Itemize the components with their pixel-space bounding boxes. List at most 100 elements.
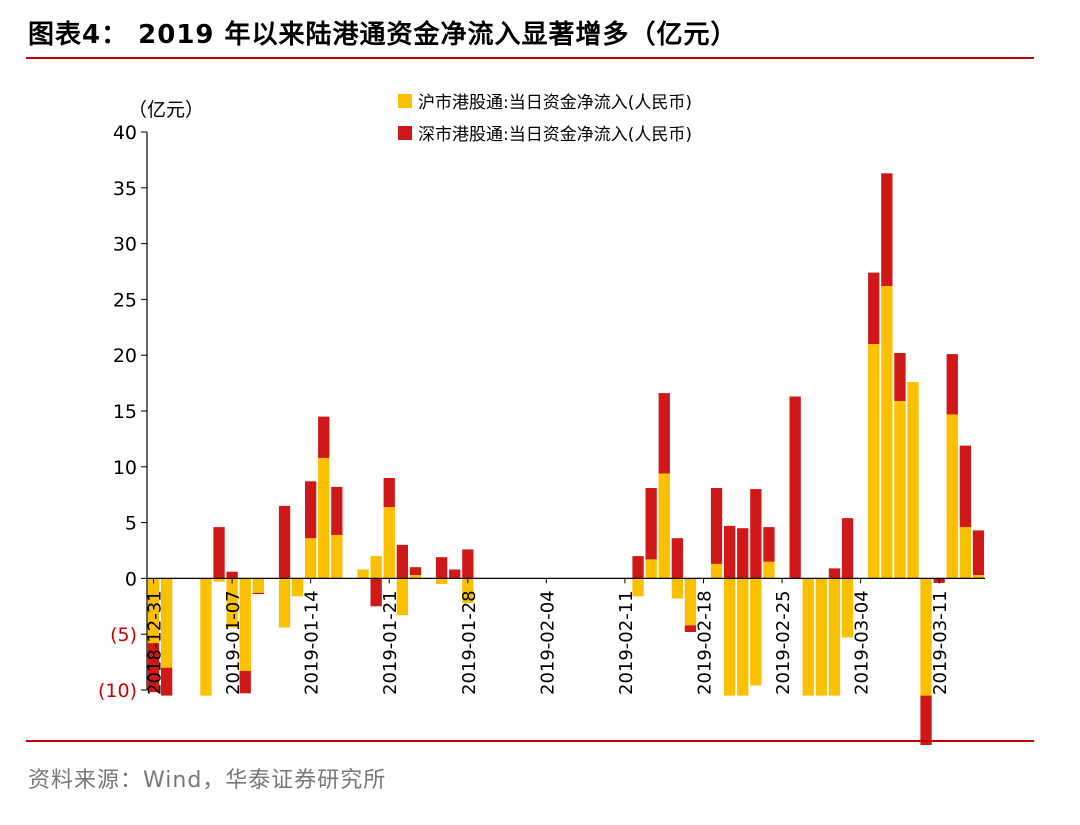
bar-sh-45: [737, 578, 749, 696]
y-axis-unit-label: （亿元）: [128, 99, 204, 121]
y-tick-label: 5: [125, 513, 137, 535]
bar-sz-24: [462, 549, 474, 579]
x-tick-label: 2019-01-28: [459, 590, 480, 695]
bar-sh-16: [357, 569, 369, 579]
bar-sh-18: [383, 507, 395, 579]
bar-sh-46: [750, 578, 762, 686]
bar-sh-11: [291, 578, 304, 597]
bar-sh-24: [462, 578, 474, 603]
x-tick-label: 2018-12-31: [145, 590, 166, 695]
bar-sz-12: [305, 481, 317, 539]
x-tick-label: 2019-02-25: [773, 590, 794, 695]
bar-sh-14: [331, 534, 343, 579]
bar-sz-47: [763, 527, 775, 562]
stacked-bar-chart: 40 35 30 25 20 15 10 5 0 (5) (10) （亿元） 2018-12-31 201…: [98, 93, 985, 745]
bar-sz-13: [318, 416, 330, 458]
bar-sz-37: [632, 556, 644, 579]
x-tick-label: 2019-02-11: [616, 590, 637, 695]
bar-sz-45: [737, 528, 749, 579]
bar-sh-41: [684, 578, 697, 626]
bar-sh-59: [920, 578, 932, 696]
x-tick-label: 2019-03-04: [852, 590, 873, 695]
figure-title: 图表4： 2019 年以来陆港通资金净流入显著增多（亿元）: [28, 20, 738, 50]
bar-sh-19: [396, 578, 408, 616]
bar-sh-5: [213, 578, 225, 582]
y-tick-label: 35: [113, 178, 137, 200]
bar-sz-6: [226, 571, 238, 579]
bar-sz-63: [972, 530, 985, 575]
x-tick-label: 2019-03-11: [930, 590, 951, 695]
legend-swatch-sh: [398, 94, 412, 108]
bar-sh-56: [881, 286, 893, 579]
bar-sh-53: [841, 578, 854, 638]
bar-sh-0: [147, 578, 160, 644]
bar-sh-57: [894, 401, 906, 579]
bar-sh-58: [907, 382, 919, 579]
bar-sz-61: [946, 354, 958, 415]
bar-sh-10: [278, 578, 291, 628]
bar-sh-22: [436, 578, 448, 584]
bar-sh-7: [239, 578, 251, 671]
bar-sh-8: [252, 578, 264, 593]
bar-sh-20: [409, 575, 422, 579]
bar-sh-50: [802, 578, 814, 696]
bar-sh-55: [868, 344, 880, 579]
bar-sz-40: [671, 538, 683, 579]
bar-sz-52: [828, 568, 841, 579]
source-note: 资料来源：Wind，华泰证券研究所: [28, 768, 387, 793]
bar-sh-6: [226, 578, 238, 628]
bar-sz-20: [409, 567, 422, 575]
bar-sz-62: [959, 445, 971, 528]
y-tick-label: (10): [98, 680, 137, 702]
bar-sh-61: [946, 414, 958, 579]
bar-sh-51: [815, 578, 827, 696]
x-tick-label: 2019-01-07: [223, 590, 244, 695]
footer-rule: [26, 740, 1034, 742]
bar-sh-52: [828, 578, 841, 696]
bar-sz-49: [789, 396, 801, 579]
bar-sh-40: [671, 578, 683, 599]
bar-sh-12: [305, 538, 317, 579]
bar-sz-43: [710, 488, 723, 564]
bar-sh-4: [200, 578, 212, 696]
legend-swatch-sz: [398, 126, 412, 140]
bar-sz-19: [396, 544, 408, 579]
bar-sh-37: [632, 578, 644, 597]
y-tick-label: 40: [113, 122, 137, 144]
y-tick-label: 25: [113, 289, 137, 311]
y-tick-label: 30: [113, 234, 137, 256]
bar-sh-47: [763, 561, 775, 579]
bar-sh-13: [318, 457, 330, 579]
y-tick-label: (5): [110, 624, 137, 646]
bar-sh-38: [645, 559, 657, 579]
bar-sz-56: [881, 173, 893, 286]
x-tick-label: 2019-01-21: [380, 590, 401, 695]
bar-sz-53: [841, 518, 854, 579]
bar-sz-18: [383, 478, 395, 507]
bar-sz-22: [436, 557, 448, 579]
bar-sz-59: [920, 695, 932, 745]
x-tick-label: 2019-01-14: [302, 590, 323, 695]
legend-label-sh: 沪市港股通:当日资金净流入(人民币): [418, 93, 692, 113]
y-tick-label: 10: [113, 457, 137, 479]
bar-sz-8: [252, 592, 264, 594]
bar-sz-41: [684, 625, 697, 632]
bar-sz-17: [370, 578, 382, 607]
bar-sz-0: [147, 643, 160, 693]
y-tick-label: 20: [113, 345, 137, 367]
bar-sh-17: [370, 556, 382, 579]
bar-sz-44: [724, 525, 736, 579]
bar-sh-1: [161, 578, 173, 668]
bar-sz-39: [658, 393, 670, 474]
bar-sz-55: [868, 272, 880, 344]
bar-sz-1: [161, 667, 173, 696]
bar-sz-7: [239, 671, 251, 694]
y-tick-label: 15: [113, 401, 137, 423]
bar-sz-57: [894, 353, 906, 401]
bar-sz-23: [449, 569, 461, 579]
bar-sz-38: [645, 488, 657, 560]
bar-sz-10: [278, 505, 291, 579]
bar-sz-5: [213, 527, 225, 579]
bar-sz-46: [750, 489, 762, 579]
y-tick-label: 0: [125, 568, 137, 590]
